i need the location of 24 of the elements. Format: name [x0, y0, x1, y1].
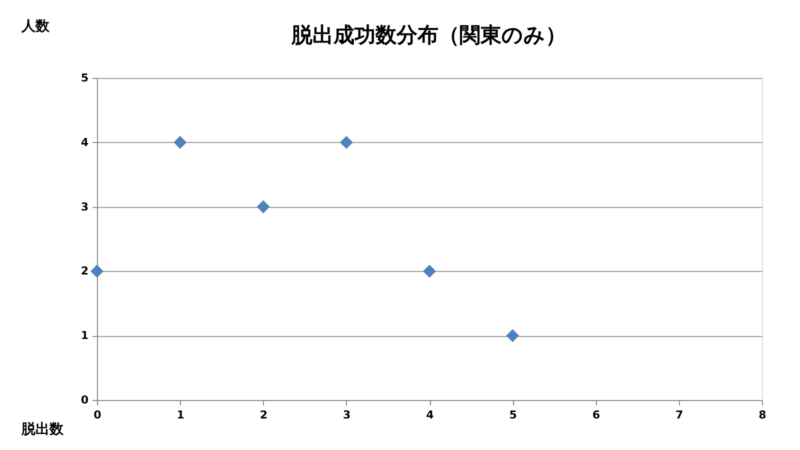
- x-tick-label: 1: [176, 408, 184, 422]
- point: [506, 329, 520, 342]
- y-tick-label: 4: [80, 136, 89, 149]
- x-axis-title: 脱出数: [20, 422, 64, 438]
- y-tick-label: 5: [80, 72, 88, 84]
- point: [90, 264, 104, 278]
- x-tick-label: 0: [94, 408, 102, 422]
- y-tick-label: 0: [80, 394, 89, 406]
- point: [256, 200, 270, 214]
- y-tick-label: 2: [80, 264, 88, 278]
- x-tick-label: 6: [592, 408, 600, 422]
- x-tick-label: 2: [260, 408, 268, 422]
- point: [422, 264, 436, 278]
- chart-title: 脱出成功数分布（関東のみ）: [290, 23, 566, 47]
- x-tick-label: 8: [758, 408, 766, 422]
- x-tick-label: 3: [343, 408, 351, 422]
- x-tick-label: 4: [426, 408, 434, 422]
- x-tick-label: 5: [509, 408, 517, 422]
- point: [340, 136, 353, 149]
- y-axis-title: 人数: [20, 18, 50, 34]
- y-tick-label: 1: [80, 329, 88, 342]
- point: [174, 136, 187, 149]
- y-tick-label: 3: [80, 200, 88, 214]
- x-tick-label: 7: [676, 408, 684, 422]
